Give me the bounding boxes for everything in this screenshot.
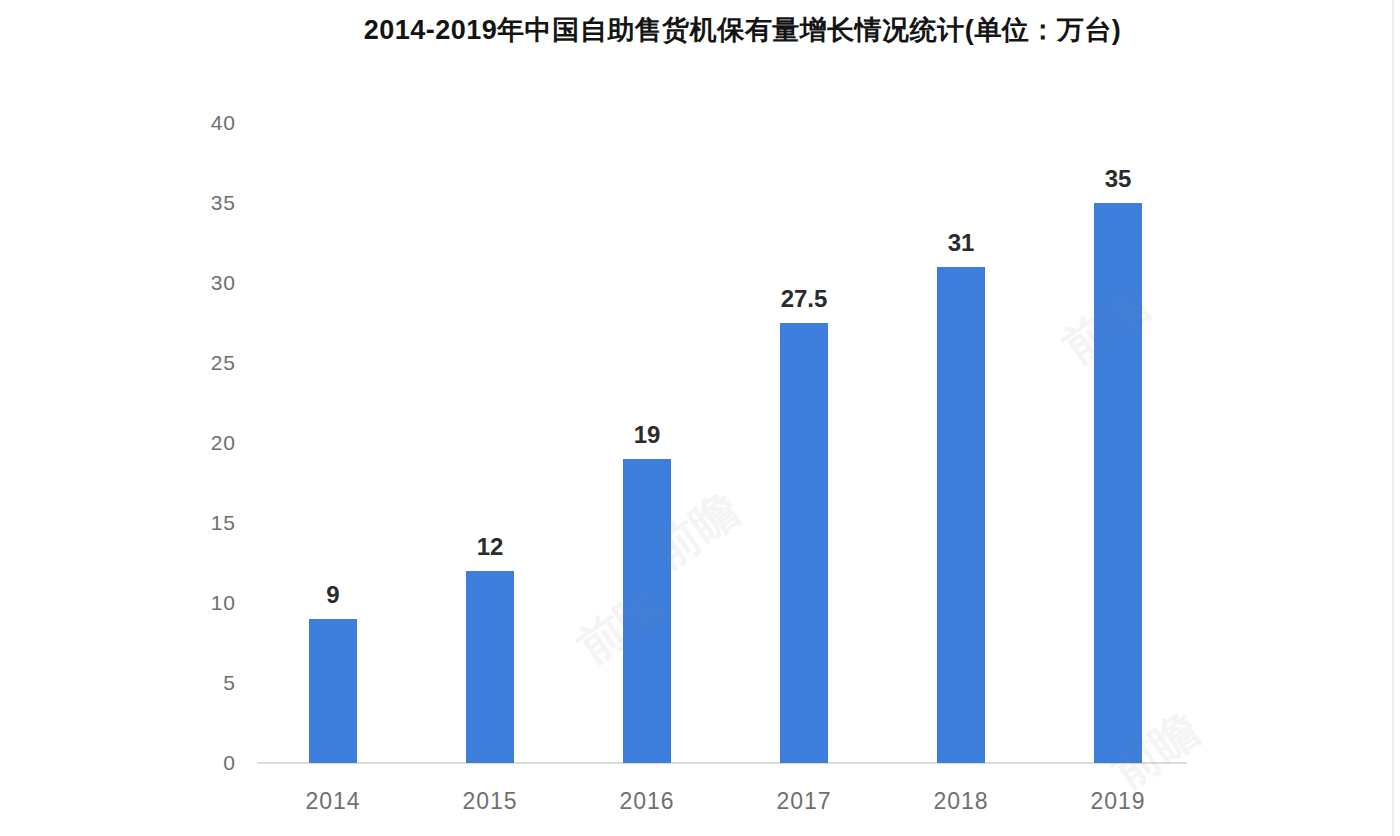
y-axis-tick-label: 30 [146, 269, 236, 297]
x-axis-tick-label: 2017 [744, 788, 864, 815]
y-axis-tick-label: 35 [146, 189, 236, 217]
bar-value-label: 35 [1058, 165, 1178, 193]
bar-value-label: 31 [901, 229, 1021, 257]
y-axis-tick-label: 20 [146, 429, 236, 457]
bar-value-label: 19 [587, 421, 707, 449]
bar-2014 [309, 619, 357, 763]
y-axis-tick-label: 10 [146, 589, 236, 617]
chart-canvas: 2014-2019年中国自助售货机保有量增长情况统计(单位：万台) 051015… [0, 0, 1400, 836]
bar-2016 [623, 459, 671, 763]
x-axis-tick-label: 2015 [430, 788, 550, 815]
bar-value-label: 27.5 [744, 285, 864, 313]
x-axis-tick-label: 2018 [901, 788, 1021, 815]
y-axis-tick-label: 0 [146, 749, 236, 777]
y-axis-tick-label: 25 [146, 349, 236, 377]
x-axis-tick-label: 2014 [273, 788, 393, 815]
y-axis-tick-label: 15 [146, 509, 236, 537]
y-axis-tick-label: 5 [146, 669, 236, 697]
right-edge-line [1392, 0, 1394, 836]
plot-area: 0 5 10 15 20 25 30 35 40 9 2014 12 2015 19 2016 27.5 201… [0, 0, 1400, 836]
x-axis-line [257, 762, 1187, 764]
x-axis-tick-label: 2016 [587, 788, 707, 815]
bar-2018 [937, 267, 985, 763]
bar-2017 [780, 323, 828, 763]
bar-value-label: 9 [273, 581, 393, 609]
bar-value-label: 12 [430, 533, 550, 561]
y-axis-tick-label: 40 [146, 109, 236, 137]
bar-2015 [466, 571, 514, 763]
bar-2019 [1094, 203, 1142, 763]
x-axis-tick-label: 2019 [1058, 788, 1178, 815]
